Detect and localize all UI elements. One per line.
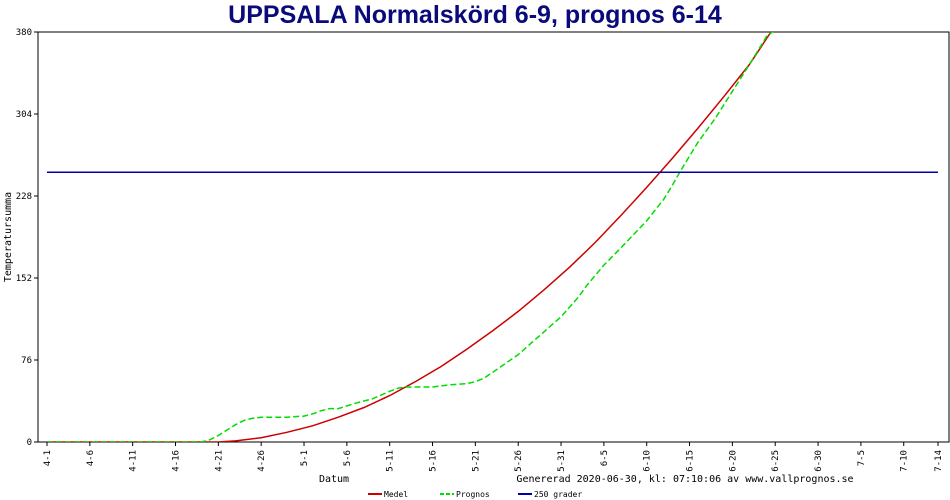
x-tick-label: 4-6 [86, 450, 96, 466]
y-tick-label: 0 [27, 438, 32, 448]
series-line-prognos [47, 32, 774, 442]
y-tick-label: 228 [16, 192, 32, 202]
x-axis: 4-1 4-6 4-11 4-16 4-21 4-26 5-1 5-6 5-11 5-16 5-21… [43, 442, 944, 472]
x-tick-label: 7-5 [857, 450, 867, 466]
x-tick-label: 5-16 [429, 450, 439, 472]
y-tick-label: 152 [16, 274, 32, 284]
legend: Medel Prognos 250 grader [368, 490, 582, 499]
x-tick-label: 4-26 [257, 450, 267, 472]
x-tick-label: 4-1 [43, 450, 53, 466]
legend-label: Medel [384, 490, 408, 499]
x-tick-label: 7-10 [900, 450, 910, 472]
y-tick-label: 304 [16, 110, 32, 120]
legend-label: 250 grader [534, 490, 582, 499]
x-tick-label: 5-26 [514, 450, 524, 472]
x-tick-label: 6-25 [771, 450, 781, 472]
x-tick-label: 6-20 [728, 450, 738, 472]
series-line-medel [47, 32, 772, 442]
x-tick-label: 5-21 [471, 450, 481, 472]
x-tick-label: 7-14 [934, 450, 944, 472]
x-tick-label: 5-1 [300, 450, 310, 466]
y-tick-label: 380 [16, 28, 32, 38]
x-axis-label: Datum [319, 474, 349, 485]
x-tick-label: 6-30 [814, 450, 824, 472]
chart-title: UPPSALA Normalskörd 6-9, prognos 6-14 [228, 1, 722, 29]
series-group [47, 32, 938, 442]
x-tick-label: 5-11 [386, 450, 396, 472]
y-axis: 0 76 152 228 304 380 [16, 28, 38, 448]
x-tick-label: 6-10 [643, 450, 653, 472]
footer-text: Genererad 2020-06-30, kl: 07:10:06 av ww… [516, 474, 853, 485]
x-tick-label: 4-16 [172, 450, 182, 472]
x-tick-label: 5-6 [343, 450, 353, 466]
y-tick-label: 76 [21, 356, 32, 366]
y-axis-label: Temperatursumma [3, 192, 14, 282]
legend-label: Prognos [456, 490, 490, 499]
x-tick-label: 4-21 [214, 450, 224, 472]
x-tick-label: 5-31 [557, 450, 567, 472]
x-tick-label: 6-5 [600, 450, 610, 466]
plot-area [37, 31, 950, 443]
x-tick-label: 6-15 [686, 450, 696, 472]
x-tick-label: 4-11 [129, 450, 139, 472]
